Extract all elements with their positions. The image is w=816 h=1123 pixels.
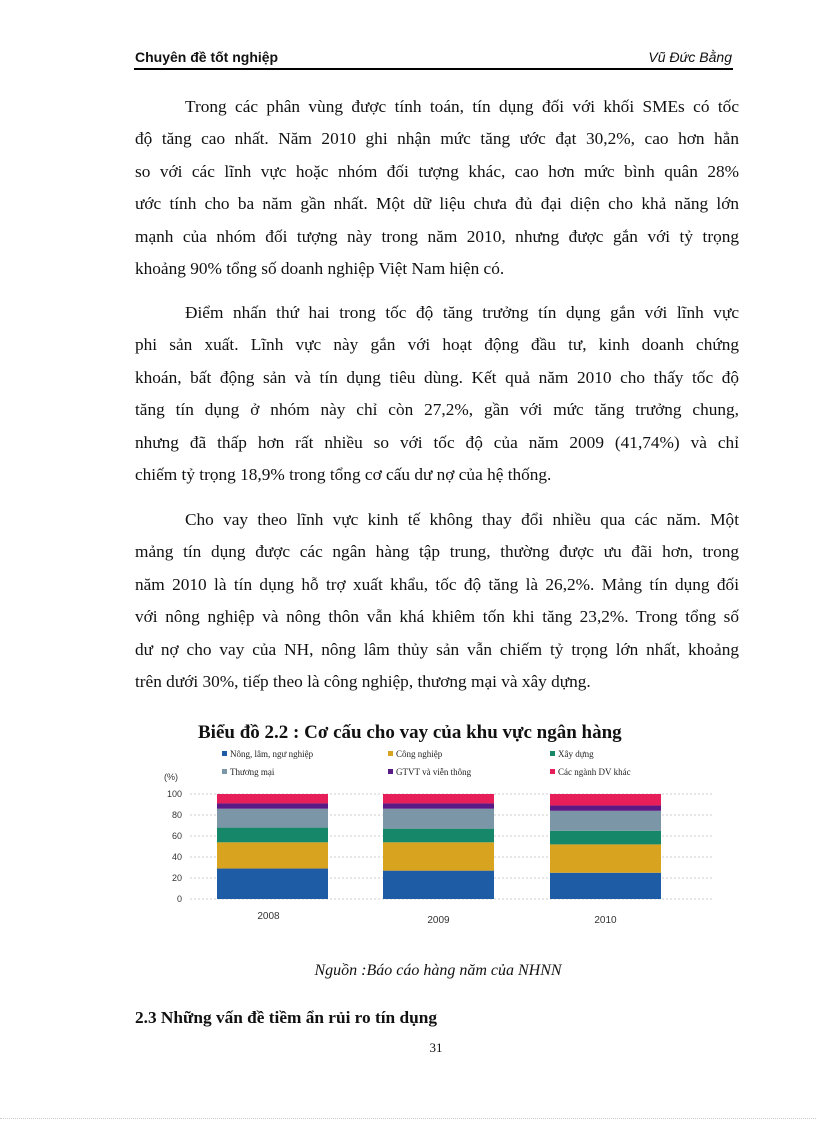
- paragraph-1: Trong các phân vùng được tính toán, tín …: [135, 91, 739, 285]
- x-tick-label: 2008: [257, 911, 280, 922]
- y-tick-label: 60: [172, 831, 182, 841]
- legend-label: Công nghiệp: [396, 749, 443, 759]
- y-tick-label: 0: [177, 894, 182, 904]
- paragraph-line: tăng tín dụng ở nhóm này chỉ còn 27,2%, …: [135, 400, 739, 420]
- legend-label: Thương mại: [230, 767, 275, 777]
- page-number: 31: [429, 1040, 443, 1055]
- paragraph-3: Cho vay theo lĩnh vực kinh tế không thay…: [135, 504, 739, 698]
- bar-segment: [383, 808, 494, 829]
- paragraph-line: trên dưới 30%, tiếp theo là công nghiệp,…: [135, 671, 591, 691]
- legend-swatch: [550, 769, 555, 774]
- x-tick-label: 2009: [427, 915, 450, 926]
- legend-swatch: [388, 751, 393, 756]
- y-axis-label: (%): [164, 772, 178, 782]
- paragraph-line: Trong các phân vùng được tính toán, tín …: [185, 97, 739, 116]
- page-edge: [0, 1118, 816, 1119]
- bar-segment: [383, 870, 494, 899]
- legend-label: Các ngành DV khác: [558, 767, 631, 777]
- header-author: Vũ Đức Bằng: [648, 49, 732, 65]
- paragraph-line: nhưng đã thấp hơn rất nhiều so với tốc đ…: [135, 432, 739, 452]
- bar-segment: [217, 794, 328, 804]
- bar-segment: [383, 794, 494, 804]
- paragraph-line: ước tính cho ba năm gần nhất. Một dữ liệ…: [135, 194, 739, 214]
- paragraph-line: khoảng 90% tổng số doanh nghiệp Việt Nam…: [135, 258, 505, 278]
- bar-segment: [550, 794, 661, 806]
- bar-segment: [383, 842, 494, 871]
- chart-title: Biểu đồ 2.2 : Cơ cấu cho vay của khu vực…: [198, 722, 622, 743]
- paragraph-line: độ tăng cao nhất. Năm 2010 ghi nhận mức …: [135, 129, 739, 149]
- bar-segment: [550, 830, 661, 845]
- legend-swatch: [388, 769, 393, 774]
- stacked-bar-chart: Biểu đồ 2.2 : Cơ cấu cho vay của khu vực…: [164, 722, 712, 926]
- paragraph-line: mảng tín dụng được các ngân hàng tập tru…: [135, 542, 739, 562]
- figure-source-caption: Nguồn :Báo cáo hàng năm của NHNN: [314, 962, 562, 979]
- paragraph-line: khoán, bất động sản và tín dụng tiêu dùn…: [135, 367, 739, 387]
- bar-segment: [217, 808, 328, 828]
- bar-segment: [217, 803, 328, 809]
- paragraph-line: dư nợ cho vay của NH, nông lâm thủy sản …: [135, 639, 739, 659]
- bar-segment: [550, 844, 661, 873]
- paragraph-line: phi sản xuất. Lĩnh vực này gắn với hoạt …: [135, 335, 739, 355]
- y-tick-label: 100: [167, 789, 182, 799]
- legend-label: Xây dựng: [558, 749, 594, 759]
- legend-swatch: [550, 751, 555, 756]
- paragraph-line: so với các lĩnh vực hoặc nhóm đối tượng …: [135, 161, 739, 181]
- bar-segment: [217, 868, 328, 899]
- legend-swatch: [222, 751, 227, 756]
- bar-segment: [550, 810, 661, 831]
- bar-segment: [550, 805, 661, 811]
- header-title: Chuyên đề tốt nghiệp: [135, 49, 279, 65]
- paragraph-2: Điểm nhấn thứ hai trong tốc độ tăng trưở…: [135, 297, 739, 491]
- bar-segment: [217, 827, 328, 843]
- paragraph-line: với nông nghiệp và nông thôn vẫn khá khi…: [135, 607, 739, 627]
- legend-label: Nông, lâm, ngư nghiệp: [230, 749, 314, 759]
- legend-swatch: [222, 769, 227, 774]
- bar-segment: [383, 828, 494, 843]
- y-tick-label: 80: [172, 810, 182, 820]
- bar-segment: [217, 842, 328, 869]
- paragraph-line: chiếm tỷ trọng 18,9% trong tổng cơ cấu d…: [135, 464, 552, 484]
- y-tick-label: 20: [172, 873, 182, 883]
- paragraph-line: Điểm nhấn thứ hai trong tốc độ tăng trưở…: [185, 303, 739, 322]
- header-rule: [134, 68, 733, 70]
- paragraph-line: mạnh của nhóm đối tượng này trong năm 20…: [135, 226, 739, 246]
- legend-label: GTVT và viễn thông: [396, 767, 472, 777]
- section-heading: 2.3 Những vấn đề tiềm ẩn rủi ro tín dụng: [135, 1008, 437, 1027]
- bar-segment: [383, 803, 494, 809]
- paragraph-line: năm 2010 là tín dụng hỗ trợ xuất khẩu, t…: [135, 574, 739, 594]
- y-tick-label: 40: [172, 852, 182, 862]
- bar-segment: [550, 872, 661, 899]
- x-tick-label: 2010: [594, 915, 617, 926]
- paragraph-line: Cho vay theo lĩnh vực kinh tế không thay…: [185, 510, 739, 529]
